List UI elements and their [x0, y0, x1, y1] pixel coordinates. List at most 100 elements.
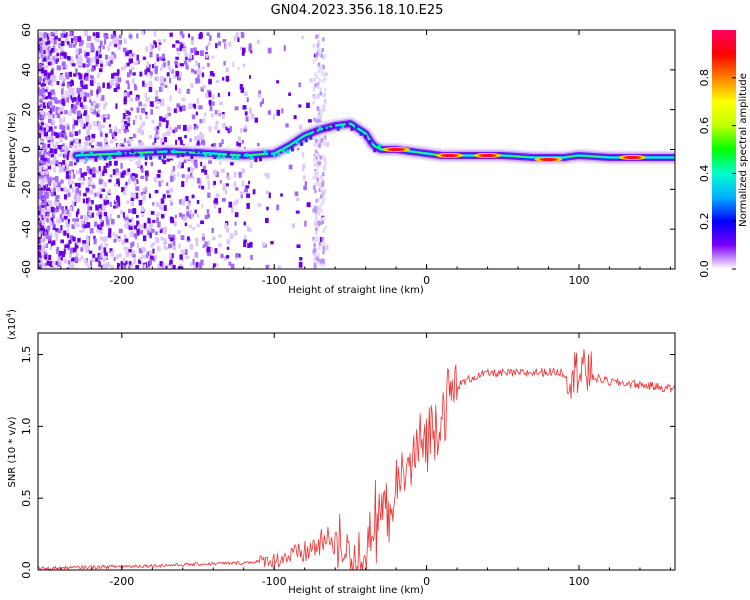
spectrogram-speckle: [189, 138, 192, 143]
spectrogram-speckle: [313, 243, 316, 248]
spectrogram-speckle: [319, 91, 322, 96]
spectrogram-speckle: [104, 38, 107, 45]
spectrogram-speckle: [66, 244, 70, 248]
spectrogram-speckle: [201, 185, 205, 190]
spectrogram-speckle: [139, 115, 142, 121]
spectrogram-speckle: [50, 108, 53, 113]
spectrogram-speckle: [99, 187, 103, 192]
spectrogram-speckle: [67, 260, 71, 265]
spectrogram-speckle: [174, 60, 178, 65]
spectrogram-speckle: [177, 164, 180, 169]
spectrogram-speckle: [133, 193, 137, 199]
spectrogram-speckle: [97, 224, 100, 229]
spectrogram-speckle: [181, 174, 185, 178]
spectrogram-speckle: [126, 62, 130, 67]
spectrogram-speckle: [159, 39, 162, 43]
spectrogram-speckle: [239, 46, 244, 51]
spectrogram-speckle: [148, 86, 153, 93]
spectrogram-speckle: [43, 47, 47, 53]
spectrogram-speckle: [68, 56, 73, 63]
spectrogram-speckle: [217, 130, 220, 134]
spectrogram-speckle: [145, 114, 149, 120]
spectrogram-speckle: [177, 75, 181, 81]
spectrogram-speckle: [123, 262, 127, 268]
spectrogram-speckle: [40, 238, 44, 244]
spectrogram-speckle: [221, 168, 225, 173]
spectrogram-speckle: [316, 256, 319, 261]
spectrogram-speckle: [84, 92, 87, 97]
spectrogram-speckle: [185, 196, 189, 202]
spectrogram-speckle: [109, 83, 112, 88]
spectrogram-speckle: [323, 76, 327, 81]
spectrogram-speckle: [244, 188, 248, 193]
spectrogram-speckle: [235, 32, 239, 38]
spectrogram-speckle: [55, 58, 58, 64]
spectrogram-speckle: [77, 36, 82, 42]
colorbar-label: Normalized spectral amplitude: [738, 73, 749, 227]
spectrogram-speckle: [148, 80, 153, 87]
spectrogram-speckle: [317, 94, 320, 99]
spectrogram-speckle: [154, 126, 157, 131]
spectrogram-speckle: [314, 252, 317, 257]
spectrogram-speckle: [69, 31, 73, 36]
spectrogram-speckle: [313, 256, 316, 261]
ridge-blob: [213, 155, 217, 159]
spectrogram-speckle: [321, 177, 324, 182]
spectral-peak: [539, 157, 558, 162]
spectrogram-speckle: [131, 172, 136, 177]
spectrogram-speckle: [101, 124, 105, 129]
spectrogram-speckle: [63, 258, 67, 264]
spectrogram-speckle: [201, 66, 205, 70]
spectrogram-speckle: [89, 189, 94, 195]
spectrogram-speckle: [81, 79, 85, 83]
spectrogram-speckle: [204, 112, 207, 117]
spectrogram-speckle: [224, 43, 227, 49]
spectrogram-speckle: [60, 55, 64, 60]
spectrogram-speckle: [47, 226, 50, 232]
spectrogram-speckle: [101, 95, 105, 101]
spectrogram-speckle: [75, 48, 79, 55]
spectrogram-speckle: [167, 66, 172, 70]
spectrogram-speckle: [317, 68, 321, 73]
spectrogram-speckle: [159, 261, 163, 266]
spectrogram-speckle: [45, 202, 50, 206]
spectrogram-speckle: [128, 265, 131, 269]
spectrogram-speckle: [144, 262, 148, 268]
spectrogram-speckle: [84, 217, 89, 221]
spectrogram-speckle: [104, 138, 108, 143]
spectrogram-speckle: [153, 177, 158, 183]
spectrogram-speckle: [38, 259, 41, 263]
spectrogram-speckle: [71, 88, 75, 92]
spectrogram-speckle: [115, 168, 119, 173]
spectrogram-speckle: [90, 90, 93, 96]
spectrogram-speckle: [46, 213, 50, 217]
spectrogram-speckle: [280, 193, 283, 197]
spectrogram-speckle: [72, 43, 76, 48]
spectrogram-speckle: [113, 88, 118, 92]
ridge-blob: [327, 126, 331, 131]
spectrogram-speckle: [63, 132, 67, 139]
spectrogram-speckle: [319, 66, 322, 70]
spectrogram-speckle: [55, 141, 59, 147]
spectrogram-speckle: [67, 86, 72, 91]
ridge-blob: [140, 153, 144, 158]
spectrogram-speckle: [208, 92, 212, 98]
spectrogram-speckle: [44, 154, 48, 159]
spectrogram-speckle: [99, 96, 103, 102]
spectrogram-speckle: [128, 248, 132, 253]
spectrogram-speckle: [113, 257, 116, 261]
spectrogram-speckle: [90, 260, 93, 266]
spectrogram-speckle: [98, 142, 103, 147]
spectrogram-speckle: [96, 94, 99, 98]
spectrogram-speckle: [181, 181, 185, 187]
spectrogram-speckle: [208, 78, 212, 85]
spectrogram-speckle: [82, 193, 87, 197]
spectrogram-speckle: [133, 258, 136, 265]
spectrogram-speckle: [43, 185, 47, 191]
spectrogram-speckle: [65, 219, 68, 225]
spectrogram-speckle: [75, 267, 79, 269]
spectrogram-speckle: [123, 137, 127, 143]
spectrogram-speckle: [45, 60, 49, 64]
spectrogram-speckle: [160, 198, 165, 204]
spectrogram-speckle: [292, 223, 296, 229]
